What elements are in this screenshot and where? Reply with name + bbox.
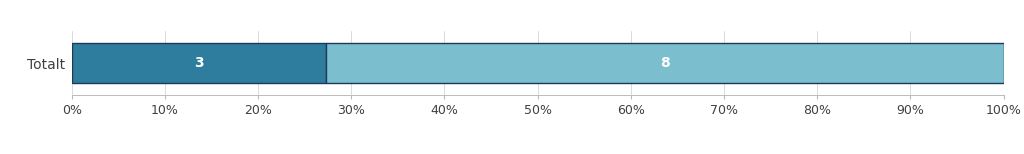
Text: 8: 8	[659, 56, 670, 70]
Bar	[72, 43, 326, 83]
Bar	[326, 43, 1004, 83]
Text: 3: 3	[194, 56, 204, 70]
